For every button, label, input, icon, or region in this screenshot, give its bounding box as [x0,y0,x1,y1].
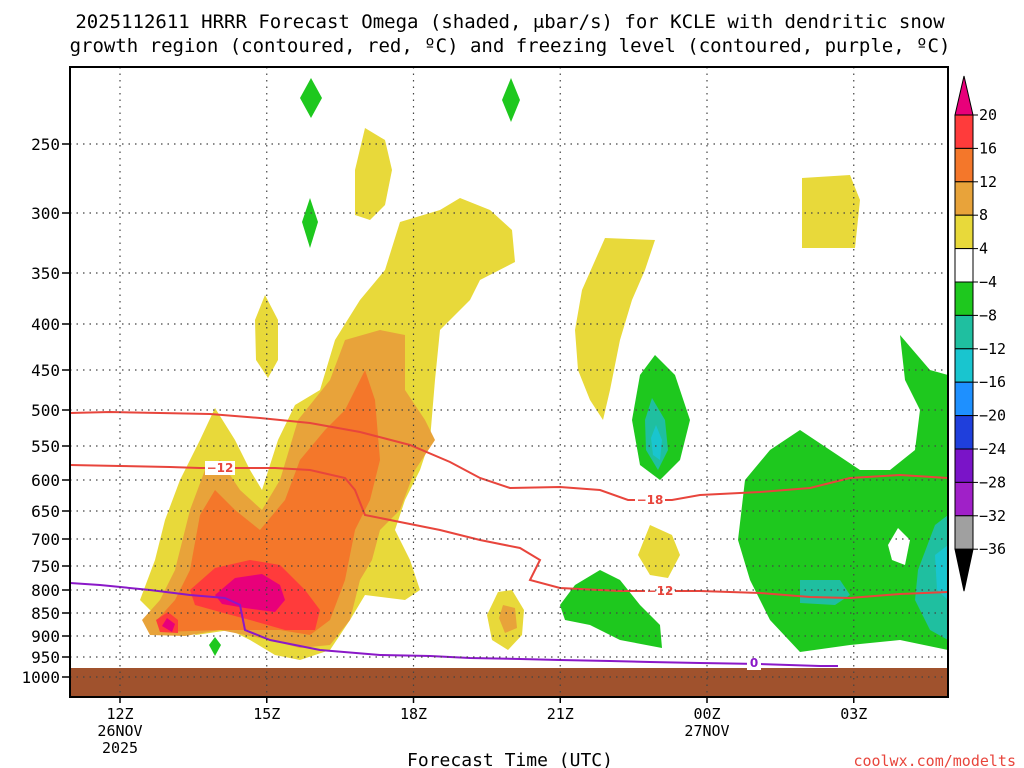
contour-label-bg [747,656,761,670]
colorbar-segment [954,147,974,183]
colorbar-label: −24 [979,440,1006,458]
contour-label-freezing-level: 0 [750,656,758,670]
contour-label-bg [635,493,665,507]
contour-label-bg [645,584,675,598]
omega-area-neg12-b [935,545,948,600]
y-tick-label: 650 [31,502,60,521]
y-tick-label: 250 [31,135,60,154]
colorbar-segment [954,214,974,250]
omega-area-neg4-g [738,335,948,652]
colorbar-label: 16 [979,139,997,157]
colorbar-label: −8 [979,306,997,324]
contour-freezing-level-line [69,582,838,667]
omega-area-4-mid [575,238,655,420]
omega-area-neg4-d [209,637,221,656]
omega-area-4-right [802,175,860,248]
y-tick-label: 350 [31,264,60,283]
omega-area-neg12-a [651,425,662,460]
chart-title-line2: growth region (contoured, red, ºC) and f… [70,35,951,57]
colorbar-label: 8 [979,206,988,224]
omega-area-12 [157,370,380,635]
omega-area-4-blob [638,525,680,578]
x-tick-label: 21Z [547,705,574,723]
colorbar-segment [954,415,974,450]
colorbar-bottom-arrow [954,548,974,592]
contour-dgz-upper-line [69,410,949,501]
y-tick-label: 300 [31,204,60,223]
y-tick-label: 850 [31,604,60,623]
y-tick-label: 900 [31,627,60,646]
x-tick-date-label: 27NOV [684,722,729,740]
omega-area-4-top [355,128,392,220]
colorbar-segment [954,381,974,417]
colorbar-label: −16 [979,373,1006,391]
plot-frame [69,66,949,698]
colorbar-label: −28 [979,473,1006,491]
y-tick-label: 550 [31,437,60,456]
x-tick-date-label: 26NOV [97,722,142,740]
y-tick-label: 1000 [21,668,60,687]
colorbar-segment [954,515,974,550]
colorbar-segment [954,114,974,149]
colorbar-label: −36 [979,540,1006,558]
x-tick-label: 03Z [840,705,867,723]
colorbar-segment [954,248,974,283]
colorbar-segment [954,448,974,483]
omega-area-neg4-c [302,198,318,248]
omega-area-4-small [255,295,278,378]
colorbar-label: 12 [979,173,997,191]
colorbar-label: −20 [979,407,1006,425]
colorbar-segment [954,314,974,350]
omega-area-20-small [162,618,175,632]
colorbar: 20 16 12 8 4 −4 −8 −12 −16 −20 −24 −28 −32 −36 [954,75,1006,592]
omega-area-8-low [499,605,517,633]
x-tick-label: 15Z [253,705,280,723]
x-tick-year-label: 2025 [102,739,138,757]
chart-title-line1: 2025112611 HRRR Forecast Omega (shaded, … [75,11,945,33]
y-tick-label: 800 [31,581,60,600]
terrain-surface [70,668,948,697]
y-tick-label: 600 [31,471,60,490]
colorbar-segment [954,181,974,216]
x-axis-title: Forecast Time (UTC) [407,750,613,768]
colorbar-label: 20 [979,106,997,124]
omega-shading [140,78,948,660]
x-tick-label: 18Z [400,705,427,723]
contour-labels: −18 −12 −12 0 [205,461,761,670]
x-tick-label: 00Z [693,705,720,723]
colorbar-label: −4 [979,273,997,291]
colorbar-label: −32 [979,507,1006,525]
contour-label-dgz-lower: −12 [207,461,234,475]
credit-link[interactable]: coolwx.com/modelts [853,752,1016,768]
omega-area-neg4-a [300,78,322,118]
colorbar-label: −12 [979,340,1006,358]
omega-area-neg4-b [502,78,520,122]
y-tick-label: 700 [31,530,60,549]
contour-label-bg [205,461,235,475]
colorbar-segment [954,281,974,316]
omega-area-neg8-b [800,580,850,605]
x-tick-label: 12Z [106,705,133,723]
contour-label-dgz-upper: −18 [637,493,664,507]
colorbar-top-arrow [954,75,974,116]
y-tick-label: 950 [31,648,60,667]
omega-area-neg4-hole [888,528,910,565]
y-tick-label: 450 [31,361,60,380]
y-tick-label: 750 [31,557,60,576]
colorbar-label: 4 [979,240,988,258]
colorbar-segment [954,348,974,383]
omega-area-neg8-c [915,515,948,640]
contour-label-dgz-lower: −12 [647,584,674,598]
y-axis: 250 300 350 400 450 500 550 600 650 700 750 800 850 9… [21,135,70,687]
plot-grid [70,67,948,697]
colorbar-segment [954,481,974,517]
y-tick-label: 400 [31,315,60,334]
y-tick-label: 500 [31,401,60,420]
